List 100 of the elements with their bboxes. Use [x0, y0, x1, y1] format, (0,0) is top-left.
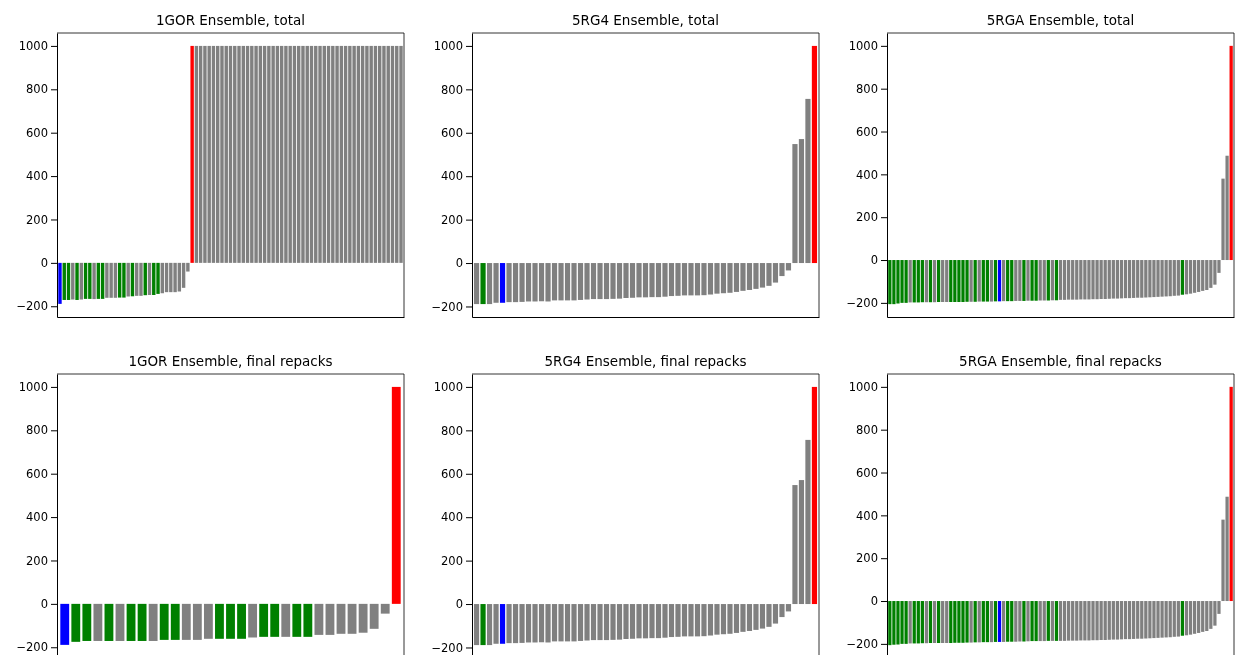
bar	[892, 260, 896, 305]
y-tick-label: −200	[846, 637, 878, 652]
bar	[1006, 260, 1010, 302]
bar	[965, 260, 969, 302]
bar	[920, 601, 924, 644]
bar	[1071, 601, 1075, 641]
bar	[1026, 260, 1030, 301]
bar	[1042, 260, 1046, 301]
bar	[1022, 260, 1026, 301]
bar	[977, 260, 981, 302]
bar	[949, 260, 953, 303]
bar	[916, 601, 920, 644]
bar	[1107, 601, 1111, 640]
bar	[1111, 601, 1115, 640]
bar	[924, 601, 929, 644]
y-tick-label: 800	[26, 423, 48, 438]
chart-title: 5RG4 Ensemble, total	[572, 12, 719, 28]
y-tick-label: 200	[26, 553, 48, 568]
bar	[1156, 601, 1160, 638]
bar	[1103, 601, 1107, 641]
bar	[1197, 260, 1201, 292]
bar	[1184, 601, 1189, 636]
bar	[1103, 260, 1107, 300]
bar	[1180, 260, 1185, 295]
bar	[1144, 601, 1148, 639]
bar	[908, 260, 912, 303]
bar	[480, 604, 486, 646]
bar	[965, 601, 969, 643]
bar	[957, 601, 961, 643]
bar	[811, 386, 818, 605]
bar	[1099, 260, 1103, 300]
bar	[1087, 260, 1091, 300]
bar	[1030, 260, 1034, 301]
bar	[1050, 601, 1054, 641]
bar	[811, 45, 818, 264]
y-tick-label: 200	[856, 210, 878, 225]
bar	[1192, 260, 1197, 293]
bar	[1079, 601, 1083, 641]
bar	[1152, 601, 1156, 639]
y-tick-label: 400	[856, 508, 878, 523]
bar	[1095, 260, 1099, 300]
bar	[1152, 260, 1156, 298]
bar	[1062, 260, 1067, 300]
y-tick-label: 800	[856, 422, 878, 437]
bar	[1010, 260, 1014, 302]
y-tick-label: 800	[441, 423, 463, 438]
bar	[896, 601, 900, 645]
bar	[1091, 601, 1095, 641]
bar	[973, 601, 977, 643]
y-tick-label: 200	[441, 212, 463, 227]
chart-title: 5RGA Ensemble, final repacks	[959, 353, 1162, 369]
bar	[989, 260, 994, 302]
bar	[1054, 601, 1059, 641]
chart-title: 1GOR Ensemble, final repacks	[128, 353, 333, 369]
chart-title: 5RG4 Ensemble, final repacks	[544, 353, 747, 369]
y-tick-label: 600	[441, 125, 463, 140]
bar	[912, 601, 916, 644]
bar	[1209, 601, 1213, 629]
bar	[1140, 260, 1144, 298]
bar	[499, 263, 506, 303]
bar	[1006, 601, 1010, 642]
y-tick-label: 0	[40, 256, 48, 271]
bar	[1172, 601, 1176, 637]
bar	[932, 601, 937, 644]
bar	[1136, 601, 1140, 639]
bar	[1038, 601, 1042, 642]
bar	[997, 601, 1002, 642]
bar	[1075, 601, 1079, 641]
bar	[941, 601, 945, 644]
bar	[1010, 601, 1014, 642]
bar	[928, 601, 933, 644]
bar	[1119, 260, 1124, 299]
y-tick-label: 600	[441, 466, 463, 481]
y-tick-label: 400	[441, 510, 463, 525]
bar	[1026, 601, 1030, 642]
y-tick-label: 1000	[433, 380, 463, 395]
y-tick-label: −200	[16, 640, 48, 655]
bar	[1229, 386, 1233, 602]
y-tick-label: 800	[26, 82, 48, 97]
bar	[1209, 260, 1213, 288]
bar	[1091, 260, 1095, 300]
bar	[1197, 601, 1201, 633]
bar	[1176, 260, 1180, 296]
y-tick-label: 200	[856, 551, 878, 566]
bar	[1095, 601, 1099, 641]
bar	[985, 601, 989, 643]
bar	[989, 601, 994, 643]
bar	[953, 601, 957, 643]
bar	[1180, 601, 1185, 636]
bar	[1001, 601, 1006, 642]
bar	[985, 260, 989, 302]
chart-title: 5RGA Ensemble, total	[986, 12, 1135, 28]
bar	[888, 260, 892, 305]
bar	[1201, 260, 1205, 291]
bar	[1164, 260, 1168, 297]
bar	[1168, 601, 1172, 638]
bar	[1201, 601, 1205, 632]
bar	[1205, 260, 1209, 291]
bar	[896, 260, 900, 304]
y-tick-label: 800	[856, 81, 878, 96]
